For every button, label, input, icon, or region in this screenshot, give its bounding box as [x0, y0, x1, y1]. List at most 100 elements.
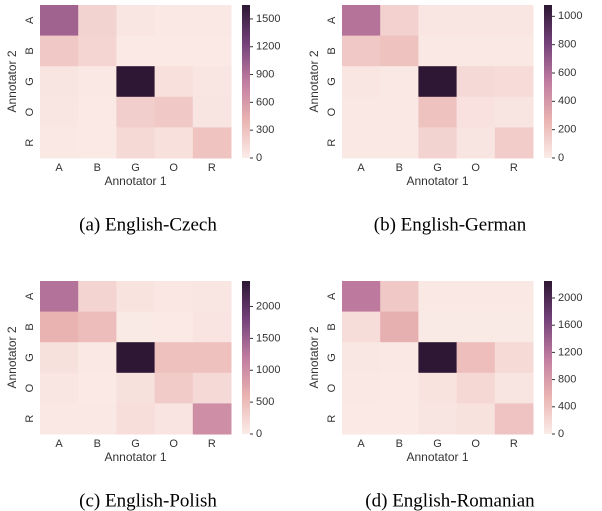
- colorbar-tick-label: 600: [256, 96, 274, 108]
- x-tick-label: A: [55, 438, 63, 450]
- colorbar: [242, 281, 250, 434]
- heatmap-cell: [40, 66, 79, 98]
- heatmap-cell: [154, 403, 194, 435]
- y-axis-label: Annotator 2: [5, 326, 19, 388]
- x-tick-label: O: [169, 438, 178, 450]
- heatmap-cell: [40, 35, 79, 67]
- x-tick-label: A: [357, 162, 365, 174]
- x-tick-label: G: [433, 162, 442, 174]
- y-tick-label: B: [326, 323, 338, 330]
- heatmap-cell: [116, 96, 156, 128]
- colorbar-tick-label: 500: [256, 396, 274, 408]
- heatmap-cell: [40, 5, 79, 37]
- heatmap-cell: [456, 127, 496, 159]
- x-axis-label: Annotator 1: [104, 450, 166, 464]
- y-axis-label: Annotator 2: [307, 50, 321, 112]
- heatmap-cell: [494, 5, 534, 37]
- heatmap-cell: [456, 281, 496, 313]
- y-axis-label: Annotator 2: [307, 326, 321, 388]
- heatmap-cell: [494, 127, 534, 159]
- x-axis-label: Annotator 1: [104, 174, 166, 188]
- y-tick-label: O: [24, 383, 36, 392]
- heatmap-cell: [78, 5, 117, 37]
- colorbar-tick-label: 0: [558, 152, 564, 164]
- heatmap-cell: [342, 96, 381, 128]
- heatmap-cell: [380, 35, 419, 67]
- colorbar-tick-label: 600: [558, 67, 576, 79]
- x-tick-label: A: [55, 162, 63, 174]
- colorbar-tick-label: 0: [256, 428, 262, 440]
- x-tick-label: R: [208, 438, 216, 450]
- heatmap-cell: [78, 281, 117, 313]
- heatmap-cell: [154, 311, 194, 343]
- heatmap-cell: [342, 372, 381, 404]
- heatmap-cell: [40, 342, 79, 374]
- heatmap-cell: [154, 127, 194, 159]
- heatmap-cell: [192, 35, 232, 67]
- heatmap-cell: [494, 96, 534, 128]
- colorbar-tick-label: 2000: [256, 300, 280, 312]
- heatmap-cell: [192, 5, 232, 37]
- heatmap-cell: [192, 403, 232, 435]
- y-tick-label: O: [24, 107, 36, 116]
- x-tick-label: G: [131, 438, 140, 450]
- heatmap-cell: [418, 342, 458, 374]
- colorbar-tick-label: 0: [558, 428, 564, 440]
- heatmap-cell: [78, 35, 117, 67]
- heatmap-cell: [494, 403, 534, 435]
- heatmap-cell: [418, 403, 458, 435]
- x-axis-label: Annotator 1: [406, 450, 468, 464]
- heatmap-cell: [40, 127, 79, 159]
- heatmap-cell: [40, 311, 79, 343]
- colorbar-tick-label: 1000: [558, 10, 582, 22]
- y-axis-label: Annotator 2: [5, 50, 19, 112]
- caption: (b) English-German: [374, 214, 527, 235]
- heatmap-cell: [456, 35, 496, 67]
- heatmap-cell: [192, 311, 232, 343]
- heatmap-cell: [342, 281, 381, 313]
- heatmap-cell: [380, 403, 419, 435]
- y-tick-label: A: [326, 16, 338, 24]
- heatmap-cell: [418, 35, 458, 67]
- heatmap-cell: [154, 66, 194, 98]
- heatmap-cell: [78, 403, 117, 435]
- heatmap-cell: [418, 281, 458, 313]
- heatmap-cell: [456, 342, 496, 374]
- heatmap-cell: [78, 127, 117, 159]
- heatmap-cell: [40, 372, 79, 404]
- heatmap-cell: [342, 403, 381, 435]
- caption: (a) English-Czech: [79, 214, 217, 235]
- heatmap-cell: [78, 311, 117, 343]
- heatmap-cell: [192, 127, 232, 159]
- heatmap-cell: [456, 96, 496, 128]
- y-tick-label: G: [326, 353, 338, 362]
- y-tick-label: B: [326, 47, 338, 54]
- heatmap-cell: [342, 127, 381, 159]
- heatmap-cell: [116, 5, 156, 37]
- heatmap-cell: [154, 372, 194, 404]
- heatmap-cell: [116, 281, 156, 313]
- heatmap-cell: [456, 372, 496, 404]
- heatmap-cell: [116, 127, 156, 159]
- heatmap-cell: [192, 342, 232, 374]
- heatmap-cell: [116, 342, 156, 374]
- heatmap-cell: [342, 5, 381, 37]
- heatmap-cell: [78, 372, 117, 404]
- heatmap-cell: [418, 5, 458, 37]
- x-tick-label: B: [396, 162, 403, 174]
- y-tick-label: G: [24, 77, 36, 86]
- y-tick-label: A: [326, 292, 338, 300]
- colorbar-tick-label: 1000: [256, 364, 280, 376]
- y-tick-label: B: [24, 323, 36, 330]
- heatmap-cell: [116, 35, 156, 67]
- heatmap-cell: [418, 311, 458, 343]
- heatmap-cell: [78, 66, 117, 98]
- heatmap-cell: [418, 96, 458, 128]
- x-tick-label: R: [510, 438, 518, 450]
- y-tick-label: O: [326, 383, 338, 392]
- heatmap-cell: [456, 66, 496, 98]
- y-tick-label: G: [326, 77, 338, 86]
- x-tick-label: B: [396, 438, 403, 450]
- heatmap-cell: [380, 342, 419, 374]
- heatmap-cell: [380, 66, 419, 98]
